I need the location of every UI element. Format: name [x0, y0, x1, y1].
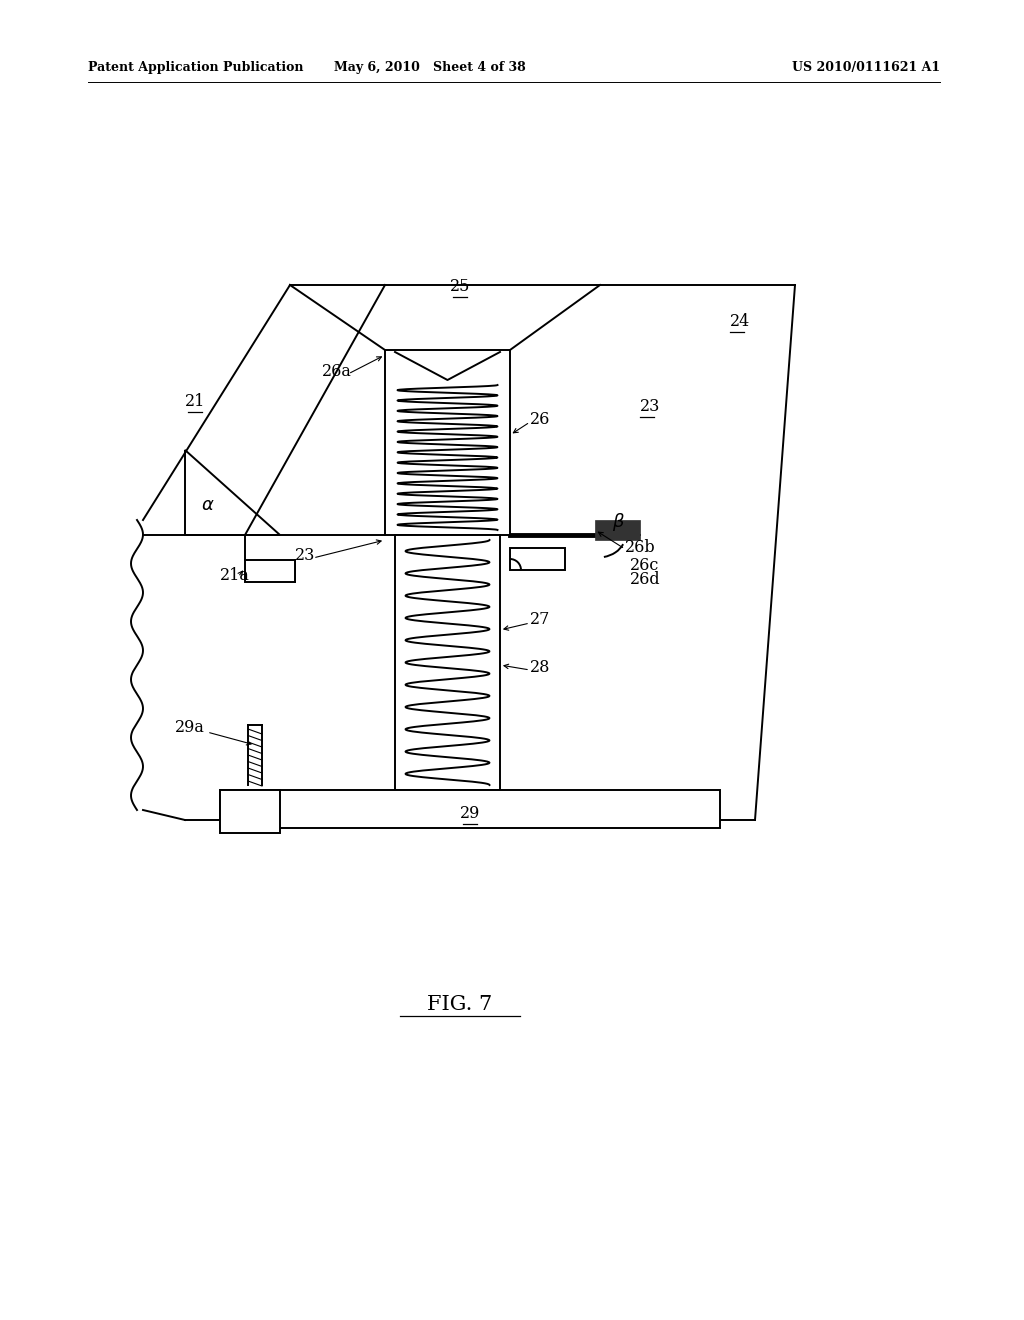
- Text: Patent Application Publication: Patent Application Publication: [88, 62, 303, 74]
- Text: 23: 23: [640, 399, 660, 414]
- Text: 26c: 26c: [630, 557, 659, 573]
- Text: 26a: 26a: [322, 363, 352, 380]
- Text: 26: 26: [530, 412, 550, 429]
- Bar: [510, 548, 565, 570]
- Bar: [220, 789, 720, 828]
- Text: 26d: 26d: [630, 572, 660, 589]
- Text: 28: 28: [530, 660, 550, 676]
- Text: 21a: 21a: [220, 566, 250, 583]
- Bar: [395, 535, 500, 789]
- Text: $\alpha$: $\alpha$: [201, 496, 215, 513]
- Text: 23: 23: [295, 548, 315, 565]
- Text: 24: 24: [730, 313, 751, 330]
- Bar: [595, 520, 640, 540]
- Text: FIG. 7: FIG. 7: [427, 995, 493, 1015]
- Text: 29a: 29a: [175, 719, 205, 737]
- Bar: [220, 789, 280, 833]
- Text: $\beta$: $\beta$: [611, 511, 625, 533]
- Text: 26b: 26b: [625, 540, 655, 557]
- Text: US 2010/0111621 A1: US 2010/0111621 A1: [792, 62, 940, 74]
- Text: 27: 27: [530, 611, 550, 628]
- Bar: [245, 560, 295, 582]
- Bar: [385, 350, 510, 535]
- Text: May 6, 2010   Sheet 4 of 38: May 6, 2010 Sheet 4 of 38: [334, 62, 526, 74]
- Text: 21: 21: [184, 393, 205, 411]
- Text: 29: 29: [460, 805, 480, 822]
- Text: 25: 25: [450, 279, 470, 294]
